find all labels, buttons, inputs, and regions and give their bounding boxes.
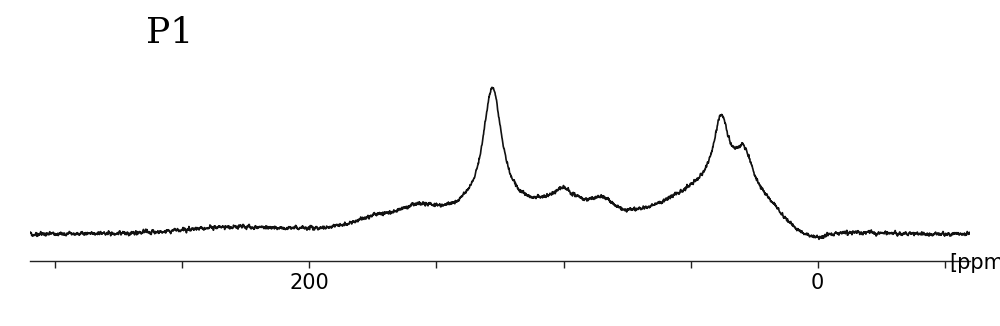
Text: P1: P1	[146, 16, 194, 50]
Text: [ppm]: [ppm]	[950, 253, 1000, 273]
